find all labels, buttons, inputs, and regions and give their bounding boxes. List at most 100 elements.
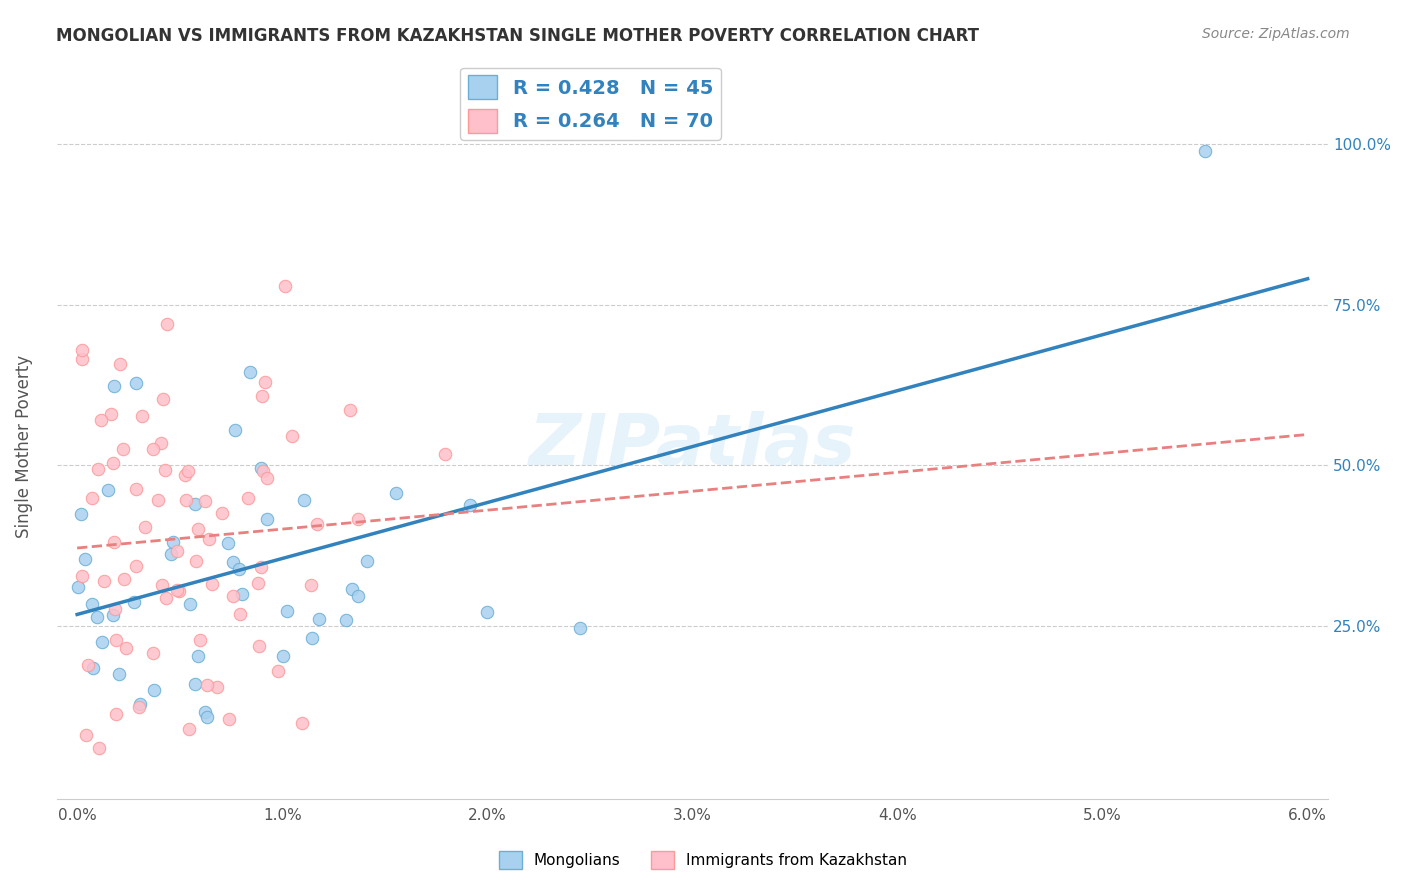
Point [217,536,239,550]
Point [256,512,278,526]
Point [195,678,218,692]
Point [221,555,243,569]
Point [125,376,148,390]
Point [271,648,294,663]
Point [134,520,156,534]
Point [247,639,270,653]
Point [346,512,368,526]
Point [69,508,91,522]
Point [218,712,240,726]
Point [256,471,278,485]
Legend: R = 0.428   N = 45, R = 0.264   N = 70: R = 0.428 N = 45, R = 0.264 N = 70 [460,68,721,140]
Point [224,423,246,437]
Point [291,715,314,730]
Point [176,464,198,478]
Point [142,683,165,698]
Text: MONGOLIAN VS IMMIGRANTS FROM KAZAKHSTAN SINGLE MOTHER POVERTY CORRELATION CHART: MONGOLIAN VS IMMIGRANTS FROM KAZAKHSTAN … [56,27,979,45]
Legend: Mongolians, Immigrants from Kazakhstan: Mongolians, Immigrants from Kazakhstan [492,845,914,875]
Point [166,543,188,558]
Point [475,605,498,619]
Point [1194,144,1216,158]
Point [340,582,363,596]
Point [211,506,233,520]
Point [186,554,208,568]
Point [129,697,152,711]
Point [385,485,408,500]
Point [142,442,165,456]
Point [122,595,145,609]
Point [125,483,148,497]
Point [335,613,357,627]
Point [356,554,378,568]
Point [249,559,271,574]
Point [93,574,115,588]
Point [292,493,315,508]
Point [222,589,245,603]
Point [146,493,169,508]
Point [281,428,304,442]
Point [276,604,298,618]
Point [75,728,97,742]
Point [66,580,89,594]
Point [229,607,252,622]
Point [174,493,197,508]
Text: ZIPatlas: ZIPatlas [529,411,856,481]
Point [103,535,125,549]
Text: Source: ZipAtlas.com: Source: ZipAtlas.com [1202,27,1350,41]
Point [305,517,328,532]
Point [108,357,131,371]
Point [112,572,135,586]
Point [82,598,104,612]
Point [187,522,209,536]
Point [73,552,96,566]
Point [301,631,323,645]
Point [142,646,165,660]
Point [198,532,221,546]
Point [184,677,207,691]
Point [346,590,368,604]
Point [82,660,104,674]
Point [70,352,93,367]
Point [155,591,177,606]
Point [231,587,253,601]
Point [187,649,209,664]
Point [299,578,322,592]
Point [339,402,361,417]
Point [150,578,173,592]
Point [195,709,218,723]
Point [159,547,181,561]
Point [434,447,457,461]
Point [254,375,277,389]
Point [250,389,273,403]
Point [115,641,138,656]
Point [70,568,93,582]
Point [131,409,153,424]
Point [125,558,148,573]
Point [250,461,273,475]
Point [266,664,288,678]
Point [184,497,207,511]
Point [308,611,330,625]
Point [104,707,127,722]
Point [100,407,122,421]
Point [228,561,250,575]
Point [96,483,118,497]
Point [90,413,112,427]
Point [104,602,127,616]
Y-axis label: Single Mother Poverty: Single Mother Poverty [15,354,32,538]
Point [103,607,125,622]
Point [166,582,188,597]
Point [162,535,184,549]
Point [86,609,108,624]
Point [458,499,481,513]
Point [238,365,260,379]
Point [77,658,100,673]
Point [188,632,211,647]
Point [82,491,104,505]
Point [111,442,134,456]
Point [194,705,217,719]
Point [247,575,270,590]
Point [167,584,190,599]
Point [569,622,592,636]
Point [70,343,93,357]
